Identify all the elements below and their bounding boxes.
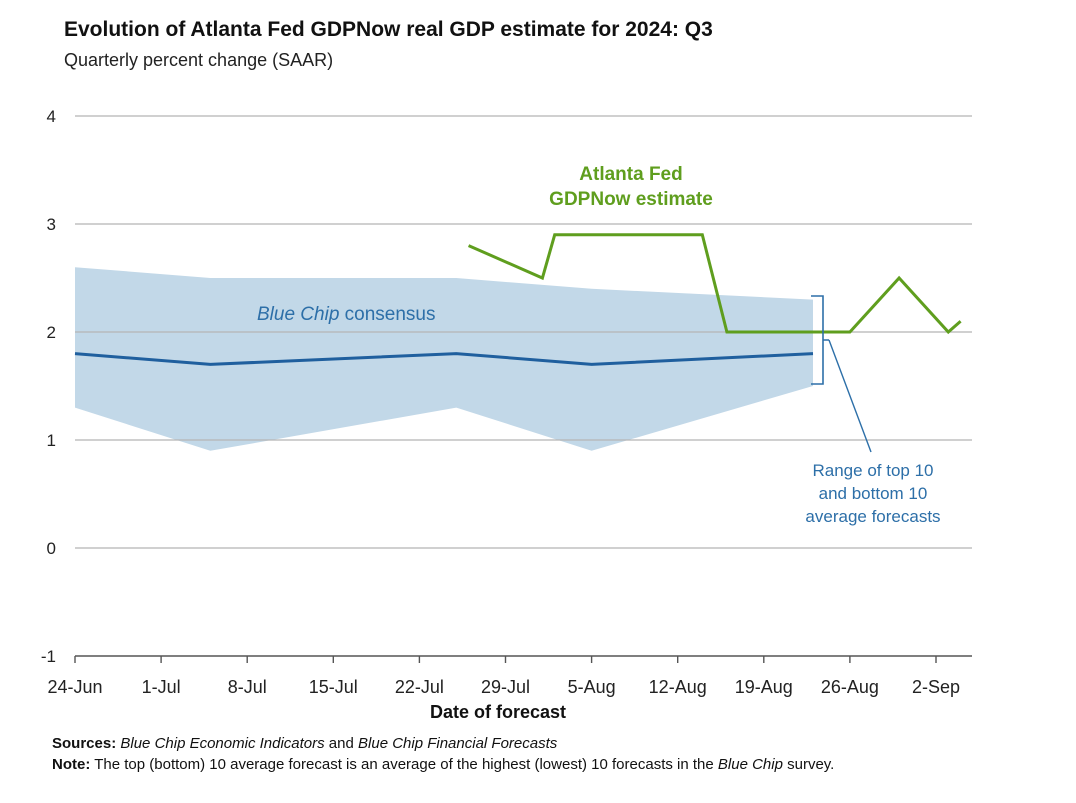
note-label: Note:	[52, 756, 91, 773]
y-tick-label: 1	[47, 431, 56, 450]
gridlines	[75, 115, 972, 549]
range-annotation-line2: and bottom 10	[819, 484, 928, 503]
x-tick-label: 19-Aug	[735, 677, 793, 697]
x-tick-label: 12-Aug	[649, 677, 707, 697]
x-tick-label: 24-Jun	[47, 677, 102, 697]
y-tick-label: 2	[47, 323, 56, 342]
x-tick-label: 8-Jul	[228, 677, 267, 697]
range-band-layer	[75, 267, 813, 451]
sources-part3: Blue Chip Financial Forecasts	[358, 735, 558, 752]
range-annotation-line1: Range of top 10	[813, 461, 934, 480]
bluechip-annotation-italic: Blue Chip	[257, 304, 339, 325]
bluechip-annotation-rest: consensus	[339, 304, 435, 325]
annotations: Atlanta Fed GDPNow estimate Blue Chip co…	[257, 164, 941, 526]
x-tick-label: 26-Aug	[821, 677, 879, 697]
gdpnow-annotation-line1: Atlanta Fed	[579, 164, 682, 185]
x-tick-label: 1-Jul	[142, 677, 181, 697]
range-bracket	[811, 295, 829, 385]
note-part3: survey.	[782, 756, 835, 773]
sources-label: Sources:	[52, 735, 117, 752]
y-tick-label: 3	[47, 215, 56, 234]
sources-part1: Blue Chip Economic Indicators	[120, 735, 325, 752]
y-axis: 4 3 2 1 0 -1	[41, 107, 56, 666]
x-tick-label: 2-Sep	[912, 677, 960, 697]
x-axis: 24-Jun 1-Jul 8-Jul 15-Jul 22-Jul 29-Jul 5-Aug 1…	[47, 655, 972, 697]
sources-note: Sources: Blue Chip Economic Indicators a…	[52, 735, 557, 753]
x-axis-label: Date of forecast	[430, 702, 566, 722]
sources-part2: and	[324, 735, 359, 752]
chart-plot: 24-Jun 1-Jul 8-Jul 15-Jul 22-Jul 29-Jul 5-Aug 1…	[41, 107, 972, 722]
y-tick-label: -1	[41, 647, 56, 666]
chart-subtitle: Quarterly percent change (SAAR)	[64, 50, 334, 70]
note-part2: Blue Chip	[717, 756, 783, 773]
y-tick-label: 0	[47, 539, 56, 558]
note-part1: The top (bottom) 10 average forecast is …	[90, 756, 718, 773]
series-layer	[74, 233, 962, 366]
bluechip-annotation: Blue Chip consensus	[257, 304, 436, 325]
x-tick-label: 15-Jul	[309, 677, 358, 697]
range-leader-line	[828, 339, 872, 453]
x-tick-label: 22-Jul	[395, 677, 444, 697]
gdpnow-annotation-line2: GDPNow estimate	[549, 189, 713, 210]
chart-title: Evolution of Atlanta Fed GDPNow real GDP…	[64, 18, 713, 41]
range-band	[75, 267, 813, 451]
range-annotation-line3: average forecasts	[805, 507, 940, 526]
footnote: Note: The top (bottom) 10 average foreca…	[52, 756, 892, 774]
y-tick-label: 4	[47, 107, 56, 126]
x-tick-label: 29-Jul	[481, 677, 530, 697]
x-tick-label: 5-Aug	[568, 677, 616, 697]
